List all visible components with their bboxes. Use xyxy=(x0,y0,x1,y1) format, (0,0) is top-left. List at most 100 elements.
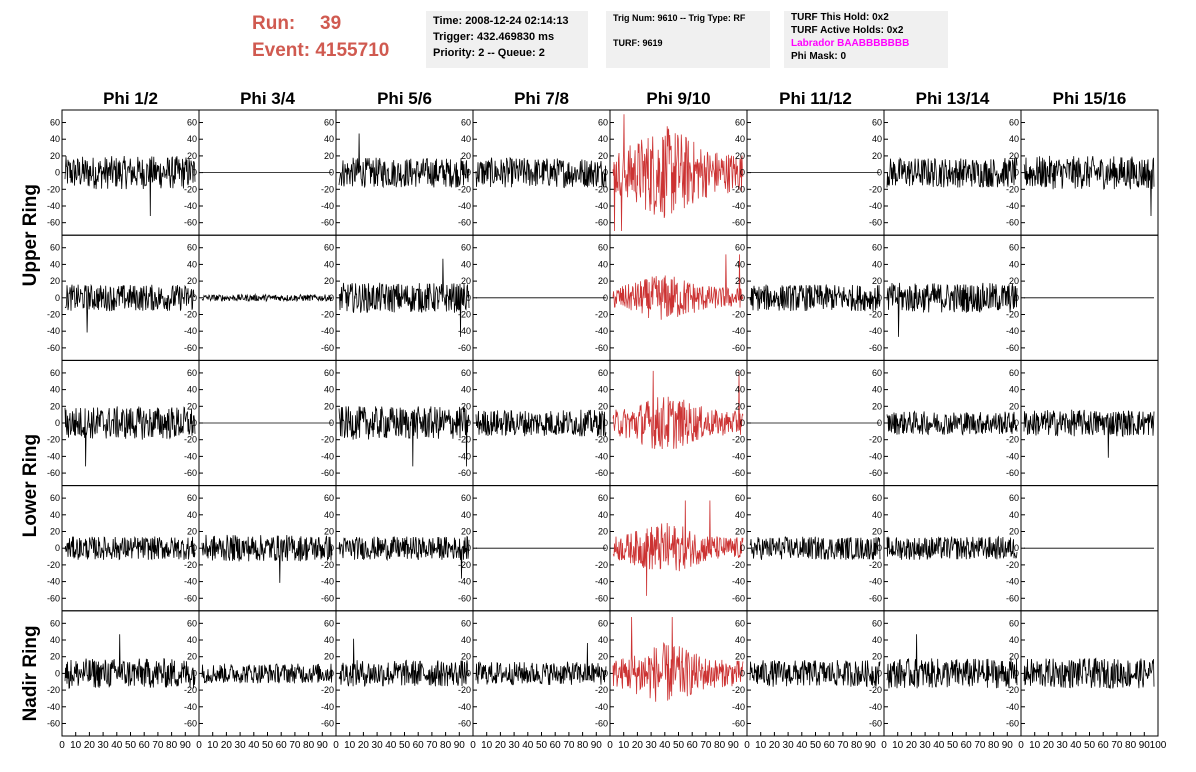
x-tick-label: 30 xyxy=(920,740,932,751)
column-header: Phi 1/2 xyxy=(103,89,158,108)
x-tick-label: 40 xyxy=(111,740,123,751)
x-tick-label: 80 xyxy=(440,740,452,751)
y-tick-label: -60 xyxy=(321,718,334,728)
y-tick-label: -60 xyxy=(869,718,882,728)
x-tick-label: 40 xyxy=(1070,740,1082,751)
waveform-trace xyxy=(338,535,470,579)
y-tick-label: 0 xyxy=(603,418,608,428)
y-tick-label: -60 xyxy=(595,218,608,228)
y-tick-label: 20 xyxy=(50,151,60,161)
y-tick-label: -60 xyxy=(47,218,60,228)
y-tick-label: -60 xyxy=(458,218,471,228)
y-tick-label: -60 xyxy=(732,468,745,478)
waveform-trace xyxy=(749,284,881,312)
y-tick-label: 20 xyxy=(872,527,882,537)
y-tick-label: -20 xyxy=(595,435,608,445)
y-tick-label: -20 xyxy=(869,309,882,319)
x-tick-label: 80 xyxy=(577,740,589,751)
phi-mask-text: Phi Mask: 0 xyxy=(791,51,847,62)
row-group-label: Lower Ring xyxy=(20,434,41,537)
y-tick-label: -60 xyxy=(869,343,882,353)
y-tick-label: -60 xyxy=(869,593,882,603)
y-tick-label: 60 xyxy=(461,368,471,378)
x-tick-label: 40 xyxy=(796,740,808,751)
labrador-text: Labrador BAABBBBBBB xyxy=(791,38,910,49)
y-tick-label: 20 xyxy=(324,401,334,411)
x-tick-label: 40 xyxy=(248,740,260,751)
y-tick-label: 40 xyxy=(598,134,608,144)
y-tick-label: -60 xyxy=(732,593,745,603)
y-tick-label: 40 xyxy=(872,510,882,520)
y-tick-label: -60 xyxy=(1006,343,1019,353)
y-tick-label: -20 xyxy=(732,184,745,194)
y-tick-label: 40 xyxy=(187,134,197,144)
y-tick-label: 0 xyxy=(192,668,197,678)
y-tick-label: 40 xyxy=(461,259,471,269)
y-tick-label: 20 xyxy=(187,652,197,662)
x-tick-label: 0 xyxy=(607,740,613,751)
waveform-trace xyxy=(64,155,196,217)
y-tick-label: -20 xyxy=(321,435,334,445)
y-tick-label: -20 xyxy=(869,560,882,570)
y-tick-label: 0 xyxy=(55,668,60,678)
y-tick-label: -40 xyxy=(869,326,882,336)
y-tick-label: -20 xyxy=(47,435,60,445)
y-tick-label: -60 xyxy=(458,593,471,603)
x-tick-label: 50 xyxy=(262,740,274,751)
y-tick-label: -20 xyxy=(184,560,197,570)
y-tick-label: -20 xyxy=(732,560,745,570)
y-tick-label: -20 xyxy=(732,685,745,695)
y-tick-label: 20 xyxy=(461,652,471,662)
x-tick-label: 20 xyxy=(906,740,918,751)
y-tick-label: 20 xyxy=(598,527,608,537)
waveform-trace xyxy=(612,254,744,320)
y-tick-label: 60 xyxy=(735,618,745,628)
waveform-trace xyxy=(612,114,744,232)
y-tick-label: 40 xyxy=(598,385,608,395)
x-tick-label: 0 xyxy=(1018,740,1024,751)
y-tick-label: -20 xyxy=(1006,560,1019,570)
y-tick-label: -60 xyxy=(458,468,471,478)
y-tick-label: 0 xyxy=(877,543,882,553)
y-tick-label: 40 xyxy=(187,385,197,395)
column-header: Phi 15/16 xyxy=(1053,89,1127,108)
y-tick-label: 40 xyxy=(187,510,197,520)
y-tick-label: 0 xyxy=(1014,543,1019,553)
x-tick-label: 20 xyxy=(84,740,96,751)
y-tick-label: 40 xyxy=(1009,510,1019,520)
x-tick-label: 70 xyxy=(426,740,438,751)
y-tick-label: 40 xyxy=(735,635,745,645)
y-tick-label: 20 xyxy=(187,401,197,411)
y-tick-label: 60 xyxy=(598,368,608,378)
waveform-trace xyxy=(338,638,470,687)
y-tick-label: 20 xyxy=(50,527,60,537)
y-tick-label: 20 xyxy=(324,527,334,537)
y-tick-label: 60 xyxy=(324,618,334,628)
y-tick-label: -40 xyxy=(47,201,60,211)
waveform-trace xyxy=(612,616,744,702)
y-tick-label: -40 xyxy=(869,702,882,712)
y-tick-label: 0 xyxy=(329,668,334,678)
y-tick-label: 60 xyxy=(187,118,197,128)
y-tick-label: 20 xyxy=(598,652,608,662)
y-tick-label: 20 xyxy=(187,527,197,537)
waveform-trace xyxy=(64,283,196,333)
y-tick-label: 0 xyxy=(329,168,334,178)
x-tick-label: 20 xyxy=(495,740,507,751)
y-tick-label: 60 xyxy=(598,618,608,628)
y-tick-label: 0 xyxy=(603,543,608,553)
waveform-trace xyxy=(64,406,196,467)
x-tick-label: 50 xyxy=(125,740,137,751)
time-info-box: Time: 2008-12-24 02:14:13 Trigger: 432.4… xyxy=(426,11,588,68)
panel-frame xyxy=(61,109,200,236)
y-tick-label: 0 xyxy=(740,168,745,178)
trig-num-type-text: Trig Num: 9610 -- Trig Type: RF xyxy=(613,13,746,23)
y-tick-label: 60 xyxy=(187,368,197,378)
y-tick-label: -40 xyxy=(47,451,60,461)
x-tick-label: 10 xyxy=(892,740,904,751)
y-tick-label: -40 xyxy=(1006,201,1019,211)
x-tick-label: 60 xyxy=(276,740,288,751)
x-tick-label: 10 xyxy=(1029,740,1041,751)
x-tick-label: 40 xyxy=(385,740,397,751)
y-tick-label: 40 xyxy=(50,635,60,645)
